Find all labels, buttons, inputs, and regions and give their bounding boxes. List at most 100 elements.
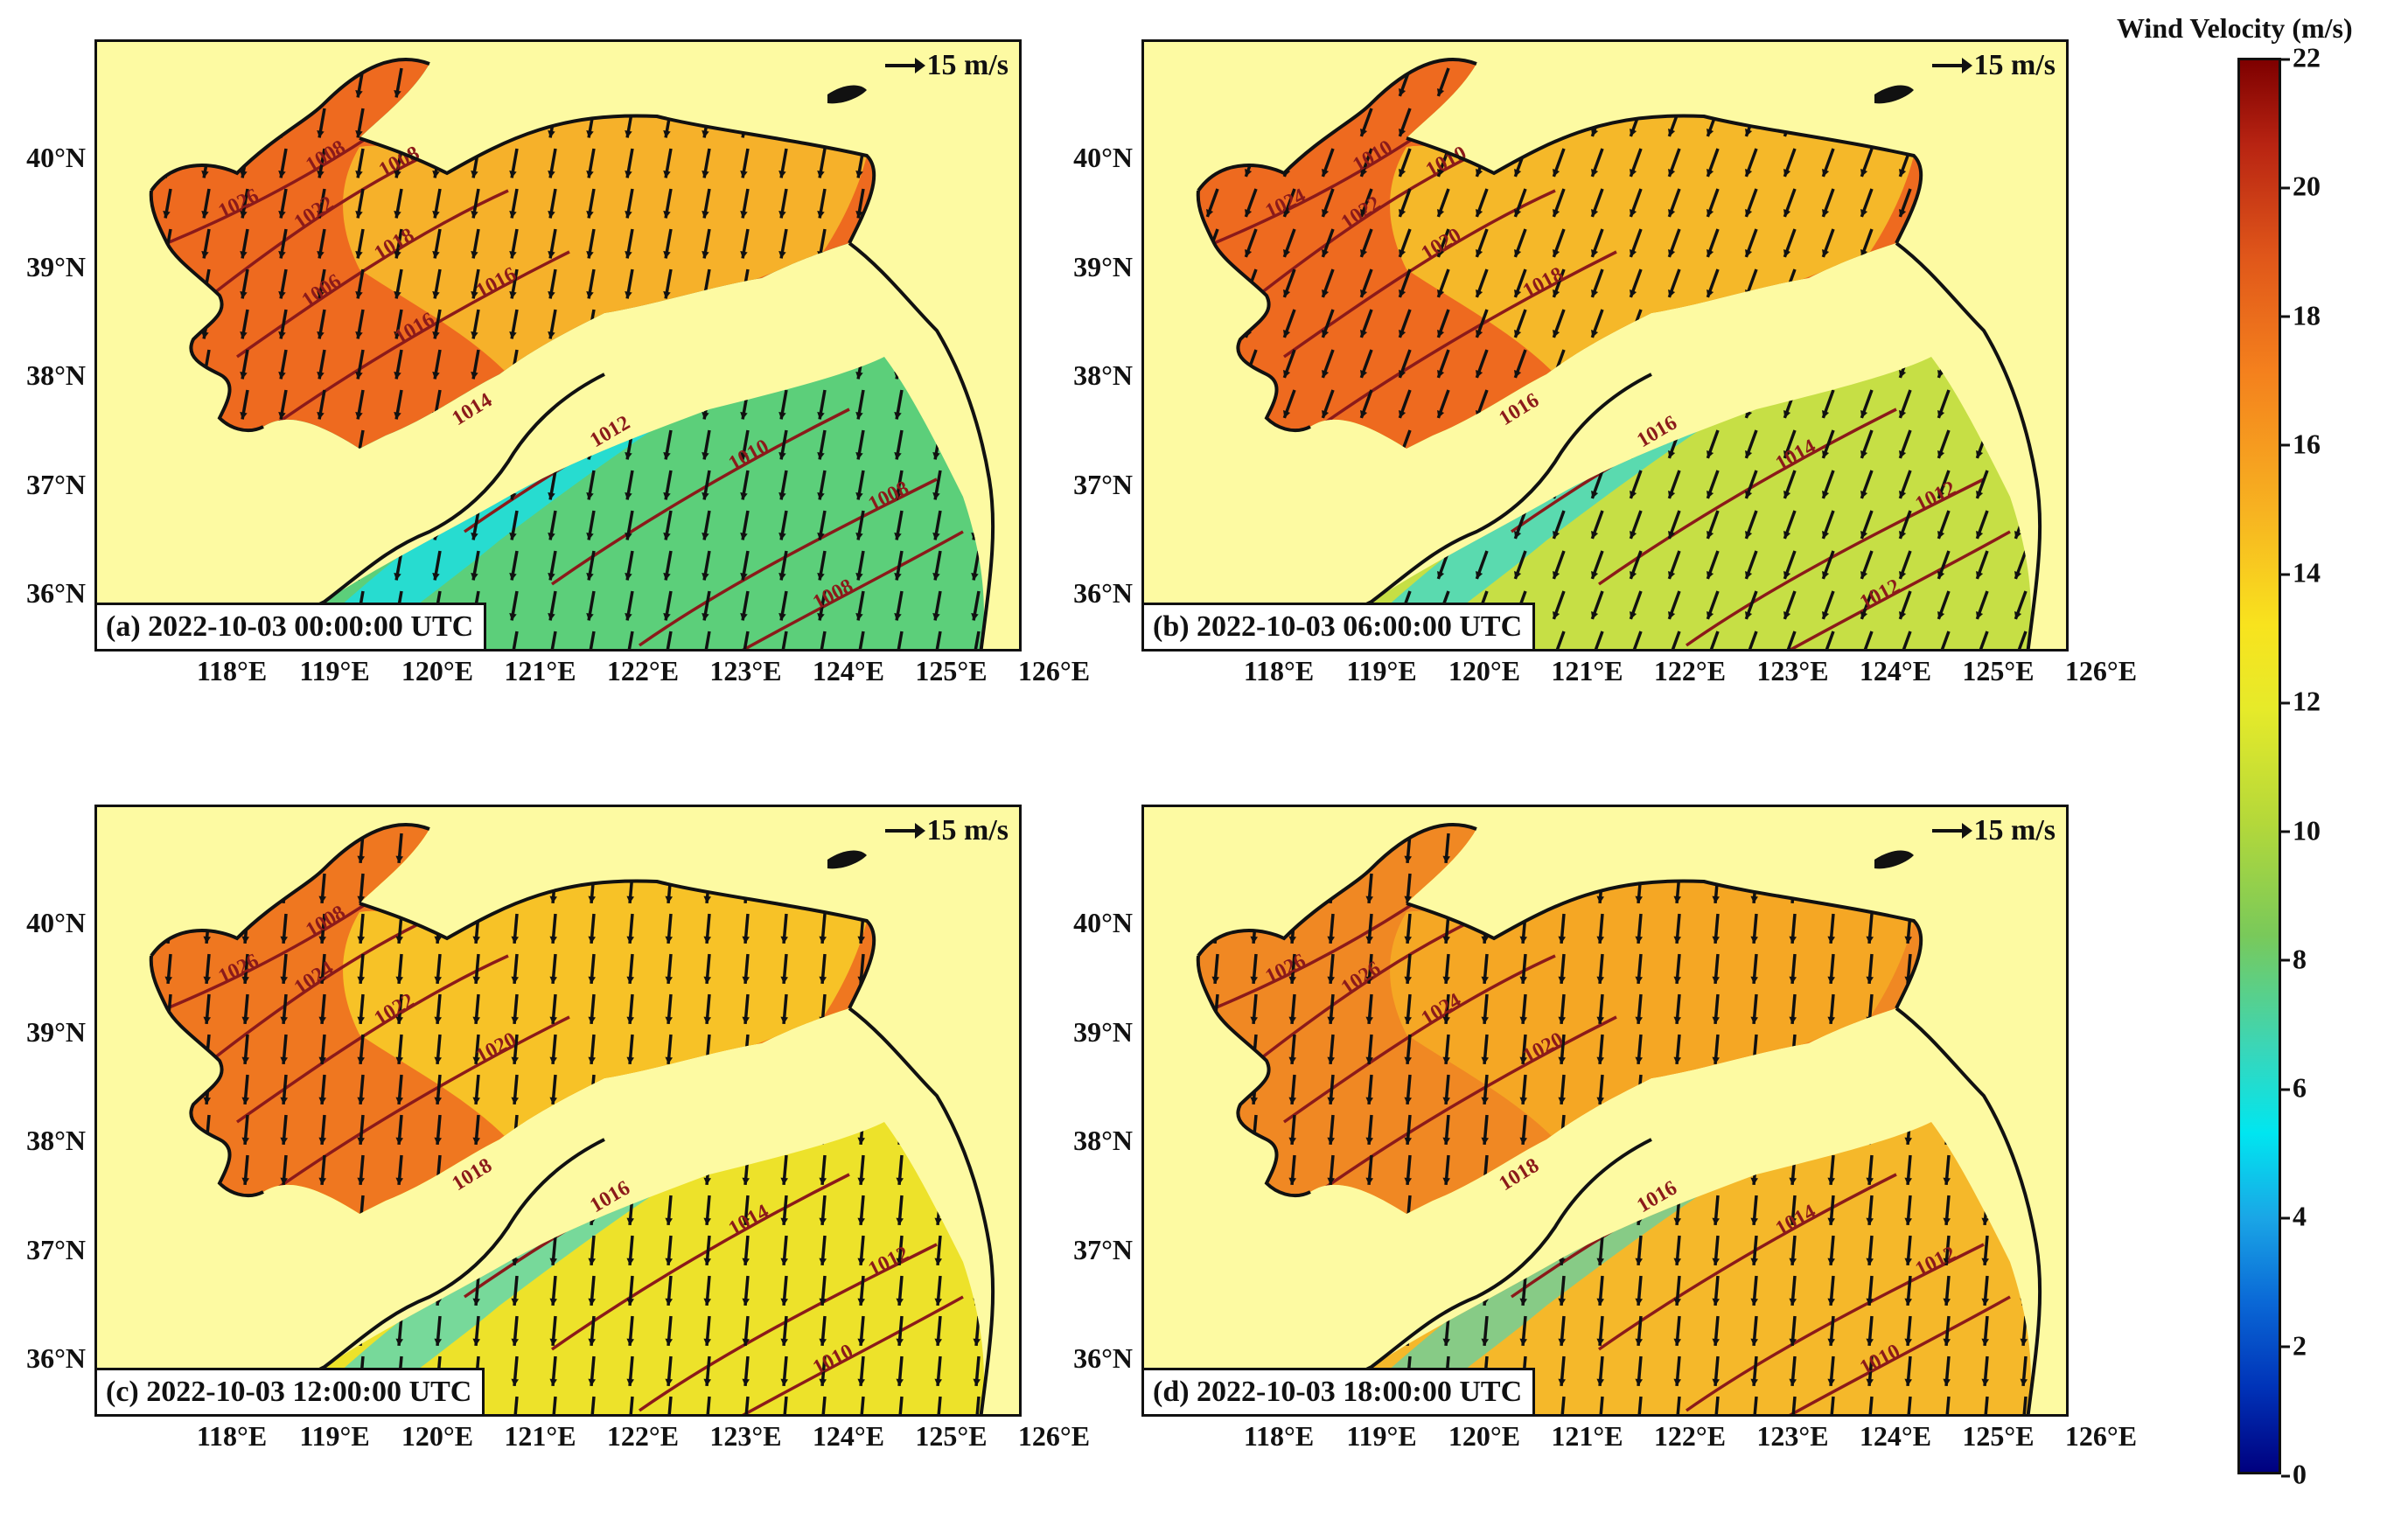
wind-arrow bbox=[974, 1154, 981, 1186]
wind-arrow-head bbox=[1943, 1378, 1951, 1386]
wind-arrow-head bbox=[857, 1258, 866, 1265]
wind-arrow bbox=[933, 349, 942, 380]
wind-arrow bbox=[1169, 390, 1179, 418]
wind-arrow bbox=[856, 309, 865, 339]
wind-arrow-head bbox=[1860, 370, 1868, 378]
wind-arrow bbox=[166, 833, 172, 864]
wind-arrow-head bbox=[1827, 1338, 1836, 1346]
wind-arrow-head bbox=[1250, 1177, 1259, 1185]
wind-arrow bbox=[2021, 1235, 2028, 1266]
wind-arrow bbox=[433, 67, 442, 98]
wind-arrow-head bbox=[278, 250, 286, 259]
wind-arrow-head bbox=[626, 1016, 635, 1024]
wind-arrow-head bbox=[1860, 531, 1868, 539]
wind-arrow-head bbox=[164, 1056, 173, 1064]
wind-arrow-head bbox=[1437, 330, 1445, 338]
wind-arrow bbox=[1983, 1114, 1989, 1146]
wind-arrow-head bbox=[1712, 1097, 1720, 1104]
wind-arrow bbox=[513, 1154, 519, 1186]
wind-arrow-head bbox=[1783, 491, 1791, 498]
wind-arrow bbox=[397, 1195, 403, 1226]
wind-arrow-head bbox=[511, 1177, 520, 1185]
wind-arrow-head bbox=[1327, 1217, 1336, 1225]
wind-arrow bbox=[936, 1396, 942, 1414]
wind-arrow-head bbox=[934, 1258, 943, 1265]
wind-arrow bbox=[164, 268, 172, 299]
wind-arrow bbox=[933, 268, 942, 299]
wind-arrow bbox=[1475, 470, 1489, 499]
wind-arrow-head bbox=[124, 452, 131, 460]
wind-arrow-head bbox=[1553, 410, 1560, 418]
wind-arrow-head bbox=[1630, 169, 1637, 177]
wind-arrow bbox=[394, 108, 403, 138]
wind-arrow bbox=[587, 349, 596, 380]
wind-arrow-head bbox=[164, 1298, 173, 1306]
wind-arrow bbox=[974, 913, 981, 944]
wind-arrow-head bbox=[1783, 450, 1791, 458]
wind-arrow-head bbox=[778, 290, 786, 299]
wind-arrow-head bbox=[549, 1137, 558, 1145]
wind-arrow-head bbox=[1866, 1298, 1874, 1306]
wind-arrow-head bbox=[817, 89, 825, 98]
wind-arrow-head bbox=[395, 1338, 404, 1346]
wind-arrow bbox=[1290, 873, 1296, 904]
wind-arrow-head bbox=[973, 1137, 981, 1145]
wind-arrow bbox=[1282, 67, 1296, 97]
wind-arrow-head bbox=[549, 1298, 558, 1306]
wind-arrow bbox=[1675, 833, 1681, 864]
wind-arrow-head bbox=[740, 170, 748, 178]
wind-arrow-head bbox=[1981, 936, 1990, 944]
wind-arrow-head bbox=[1399, 370, 1406, 378]
wind-arrow-head bbox=[1668, 88, 1676, 96]
wind-arrow-head bbox=[241, 1097, 250, 1104]
wind-arrow-head bbox=[395, 1217, 404, 1225]
wind-arrow-head bbox=[894, 612, 902, 621]
wind-arrow-head bbox=[2014, 289, 2022, 297]
wind-arrow bbox=[320, 1195, 326, 1226]
longitude-axis: 118°E 119°E 120°E 121°E 122°E 123°E 124°E 125°E… bbox=[1141, 1420, 2137, 1455]
wind-arrow bbox=[1176, 994, 1179, 1024]
wind-arrow-head bbox=[472, 1338, 481, 1346]
wind-arrow-head bbox=[1553, 169, 1560, 177]
wind-arrow-head bbox=[1630, 491, 1637, 498]
wind-arrow bbox=[1367, 833, 1373, 864]
wind-arrow bbox=[1983, 873, 1989, 904]
wind-arrow-head bbox=[703, 1056, 712, 1064]
wind-arrow-head bbox=[857, 1378, 866, 1386]
scale-label: 15 m/s bbox=[926, 814, 1009, 847]
wind-arrow-head bbox=[203, 1298, 212, 1306]
wind-arrow-head bbox=[201, 129, 209, 138]
wind-arrow-head bbox=[1789, 1217, 1797, 1225]
wind-arrow-head bbox=[742, 1298, 750, 1306]
wind-arrow-head bbox=[1519, 1338, 1528, 1346]
wind-arrow-head bbox=[1745, 209, 1753, 217]
wind-arrow-head bbox=[548, 491, 555, 500]
wind-arrow-head bbox=[1245, 209, 1253, 217]
wind-arrow-head bbox=[278, 572, 286, 581]
wind-arrow-head bbox=[701, 411, 709, 420]
latitude-tick-label: 39°N bbox=[26, 251, 86, 282]
wind-arrow bbox=[279, 429, 288, 460]
wind-arrow-head bbox=[1250, 1338, 1259, 1346]
wind-arrow-head bbox=[1519, 936, 1528, 944]
wind-arrow bbox=[205, 1154, 211, 1186]
wind-arrow bbox=[1829, 1396, 1835, 1414]
wind-arrow bbox=[129, 1276, 132, 1306]
wind-arrow-head bbox=[973, 1338, 981, 1346]
wind-arrow-head bbox=[1558, 936, 1567, 944]
wind-arrow-head bbox=[1789, 1378, 1797, 1386]
wind-arrow bbox=[166, 1154, 172, 1186]
wind-arrow-head bbox=[1745, 370, 1753, 378]
wind-arrow-head bbox=[471, 250, 478, 259]
wind-arrow bbox=[1169, 470, 1179, 498]
wind-arrow bbox=[1560, 833, 1566, 864]
wind-arrow bbox=[1821, 631, 1835, 649]
wind-arrow-head bbox=[1558, 1137, 1567, 1145]
wind-arrow bbox=[166, 1074, 172, 1105]
wind-arrow bbox=[974, 1114, 981, 1146]
wind-scale-reference: 15 m/s bbox=[884, 814, 1009, 847]
wind-arrow bbox=[2021, 913, 2028, 944]
wind-arrow bbox=[1898, 108, 1912, 137]
wind-arrow-head bbox=[896, 1177, 904, 1185]
wind-arrow-head bbox=[780, 1378, 789, 1386]
